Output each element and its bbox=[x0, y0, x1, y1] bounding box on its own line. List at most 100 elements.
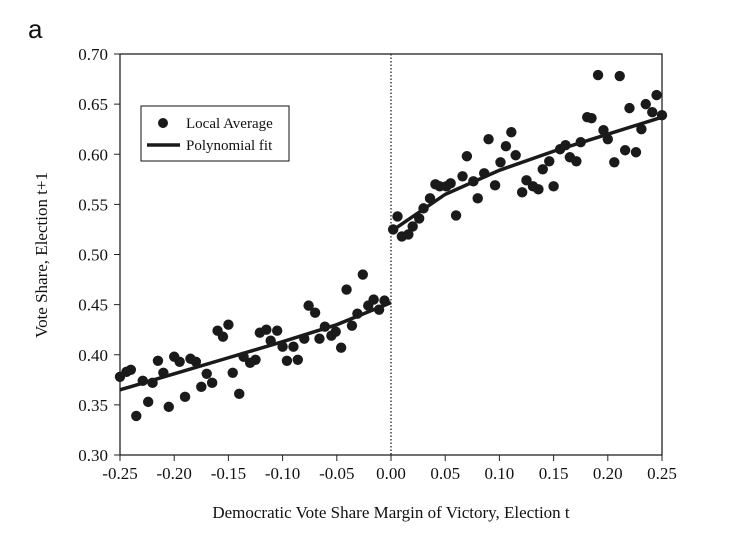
y-tick-label: 0.55 bbox=[78, 195, 108, 214]
local-average-point bbox=[544, 156, 555, 167]
local-average-point bbox=[271, 325, 283, 336]
local-average-point bbox=[656, 109, 668, 121]
x-tick-label: -0.25 bbox=[102, 464, 137, 483]
local-average-point bbox=[201, 368, 212, 379]
local-average-point bbox=[472, 193, 483, 204]
local-average-point bbox=[368, 294, 379, 305]
local-average-point bbox=[190, 356, 202, 367]
local-average-point bbox=[319, 321, 331, 332]
local-average-point bbox=[450, 210, 462, 221]
local-average-point bbox=[158, 367, 169, 378]
x-tick-label: 0.15 bbox=[539, 464, 569, 483]
local-average-point bbox=[379, 295, 390, 306]
local-average-point bbox=[125, 364, 137, 375]
x-axis: -0.25 -0.20 -0.15 -0.10 -0.05 0.00 0.05 0.10 0.1… bbox=[102, 455, 677, 483]
y-axis-label: Vote Share, Election t+1 bbox=[32, 172, 51, 338]
local-average-point bbox=[303, 300, 314, 311]
local-average-point bbox=[206, 377, 218, 389]
x-tick-label: -0.10 bbox=[265, 464, 300, 483]
y-tick-label: 0.65 bbox=[78, 95, 108, 114]
local-average-point bbox=[407, 221, 418, 232]
local-average-point bbox=[413, 213, 425, 224]
local-average-point bbox=[571, 156, 582, 167]
local-average-point bbox=[598, 124, 609, 136]
local-average-point bbox=[461, 151, 473, 162]
local-average-point bbox=[174, 356, 185, 367]
x-tick-label: -0.20 bbox=[156, 464, 191, 483]
y-tick-label: 0.30 bbox=[78, 446, 108, 465]
local-average-point bbox=[516, 187, 528, 198]
local-average-point bbox=[630, 147, 642, 158]
local-average-point bbox=[479, 168, 490, 179]
panel-label: a bbox=[28, 14, 43, 44]
y-tick-label: 0.35 bbox=[78, 396, 108, 415]
local-average-point bbox=[560, 140, 571, 151]
local-average-point bbox=[483, 134, 494, 145]
local-average-point bbox=[651, 89, 662, 101]
local-average-point bbox=[352, 308, 363, 319]
local-average-point bbox=[265, 335, 276, 346]
y-tick-label: 0.45 bbox=[78, 296, 108, 315]
local-average-point bbox=[624, 102, 635, 114]
local-average-point bbox=[506, 126, 517, 138]
local-average-point bbox=[619, 145, 631, 156]
local-average-point bbox=[309, 307, 321, 318]
local-average-point bbox=[537, 164, 548, 175]
local-average-point bbox=[457, 171, 468, 182]
local-average-point bbox=[533, 184, 544, 195]
local-average-point bbox=[299, 333, 310, 344]
local-average-point bbox=[261, 324, 272, 335]
local-average-point bbox=[250, 354, 261, 365]
local-average-point bbox=[227, 367, 238, 378]
local-average-point bbox=[500, 141, 512, 152]
local-average-point bbox=[403, 229, 414, 240]
plot-marks bbox=[114, 69, 668, 422]
local-average-point bbox=[281, 355, 293, 366]
local-average-point bbox=[392, 211, 403, 222]
legend-marker-points bbox=[158, 118, 168, 128]
x-tick-label: 0.00 bbox=[376, 464, 406, 483]
local-average-point bbox=[234, 388, 245, 400]
local-average-point bbox=[602, 134, 613, 145]
local-average-point bbox=[636, 123, 647, 135]
x-tick-label: -0.05 bbox=[319, 464, 354, 483]
y-tick-label: 0.60 bbox=[78, 145, 108, 164]
y-tick-label: 0.70 bbox=[78, 45, 108, 64]
local-average-point bbox=[609, 157, 620, 168]
local-average-point bbox=[489, 180, 501, 191]
legend-box bbox=[140, 105, 290, 162]
local-average-point bbox=[647, 106, 658, 118]
local-average-point bbox=[288, 341, 299, 352]
local-average-point bbox=[424, 193, 436, 204]
local-average-point bbox=[468, 176, 479, 187]
local-average-point bbox=[142, 396, 154, 408]
local-average-point bbox=[548, 181, 559, 192]
y-axis: 0.30 0.35 0.40 0.45 0.50 0.55 0.60 0.65 0.70 bbox=[78, 45, 120, 465]
local-average-point bbox=[592, 69, 604, 81]
local-average-point bbox=[137, 375, 148, 387]
local-average-point bbox=[335, 342, 347, 353]
local-average-point bbox=[586, 112, 597, 124]
local-average-point bbox=[640, 98, 651, 110]
y-tick-label: 0.50 bbox=[78, 246, 108, 265]
local-average-point bbox=[330, 326, 341, 337]
local-average-point bbox=[292, 354, 303, 365]
local-average-point bbox=[495, 157, 506, 168]
local-average-point bbox=[179, 391, 191, 403]
x-tick-label: 0.05 bbox=[430, 464, 460, 483]
local-average-point bbox=[147, 377, 158, 389]
x-tick-label: 0.20 bbox=[593, 464, 623, 483]
local-average-point bbox=[341, 284, 352, 295]
x-tick-label: 0.10 bbox=[485, 464, 515, 483]
local-average-point bbox=[510, 150, 521, 161]
x-axis-label: Democratic Vote Share Margin of Victory,… bbox=[212, 503, 570, 522]
local-average-point bbox=[373, 304, 385, 315]
local-average-point bbox=[614, 70, 625, 82]
local-average-point bbox=[152, 355, 164, 366]
y-tick-label: 0.40 bbox=[78, 346, 108, 365]
local-average-point bbox=[163, 401, 174, 413]
local-average-point bbox=[418, 203, 429, 214]
local-average-point bbox=[445, 178, 456, 189]
x-tick-label: -0.15 bbox=[211, 464, 246, 483]
